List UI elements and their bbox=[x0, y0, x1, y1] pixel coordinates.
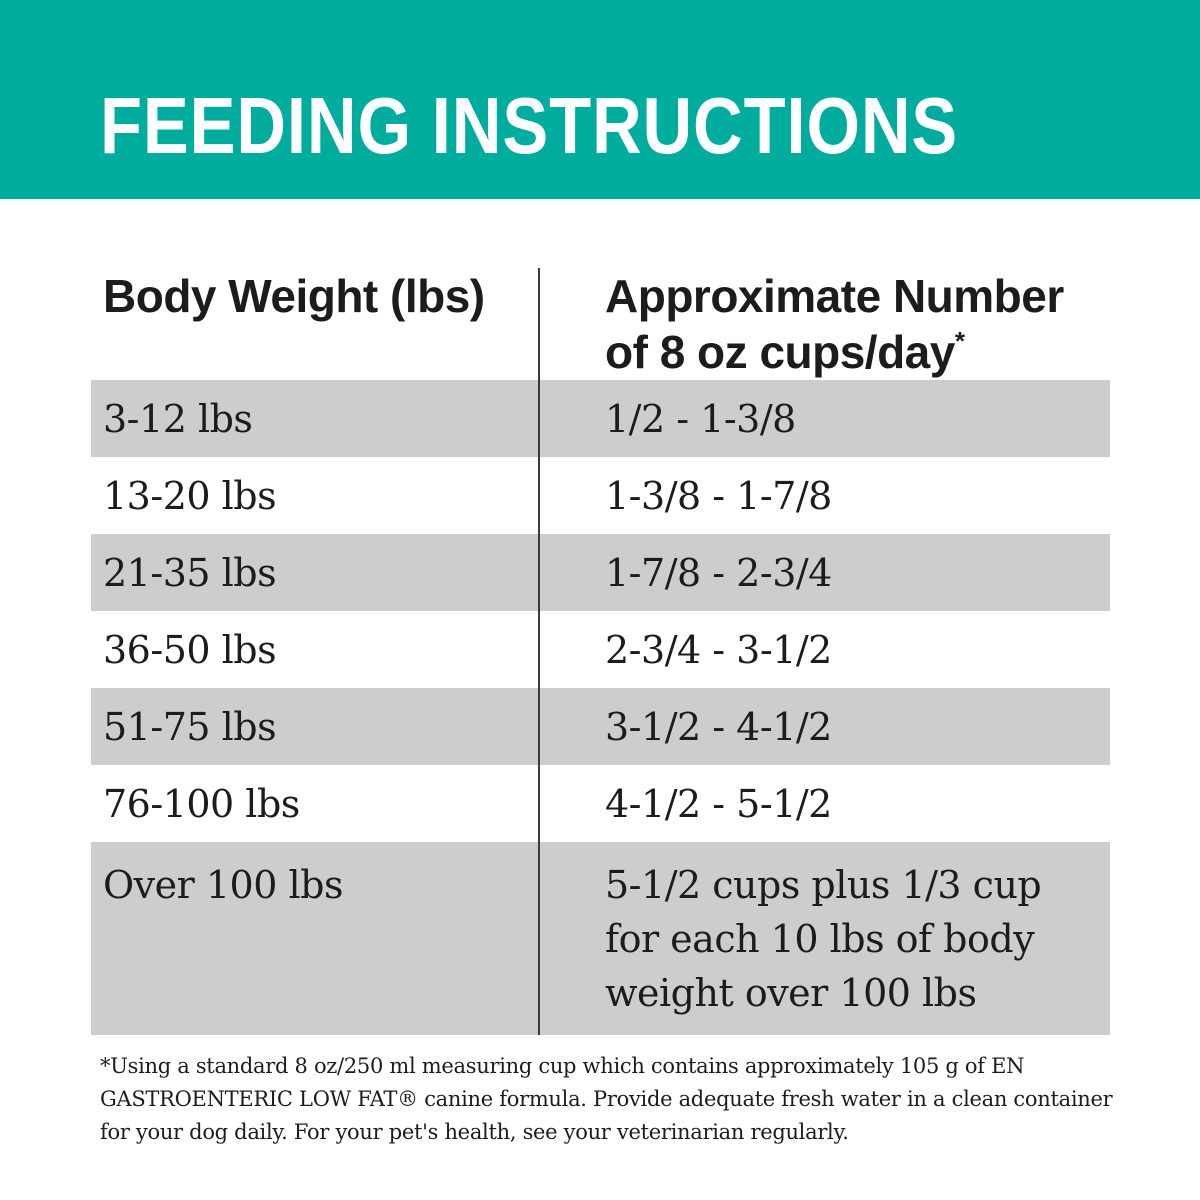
cups-per-day-cell: 1/2 - 1-3/8 bbox=[605, 396, 796, 441]
cups-per-day-cell: 5-1/2 cups plus 1/3 cup for each 10 lbs … bbox=[605, 863, 1042, 1015]
footnote-marker-asterisk: * bbox=[954, 326, 965, 356]
column-header-cups: Approximate Number of 8 oz cups/day* bbox=[538, 268, 1110, 380]
body-weight-cell: 76-100 lbs bbox=[103, 781, 300, 826]
column-header-cups-line1: Approximate Number bbox=[605, 270, 1064, 322]
table-row: 76-100 lbs 4-1/2 - 5-1/2 bbox=[91, 765, 1110, 842]
cups-per-day-cell: 3-1/2 - 4-1/2 bbox=[605, 704, 832, 749]
feeding-table: Body Weight (lbs) Approximate Number of … bbox=[91, 268, 1110, 1035]
body-weight-cell: Over 100 lbs bbox=[103, 863, 343, 907]
table-row: 36-50 lbs 2-3/4 - 3-1/2 bbox=[91, 611, 1110, 688]
table-row: 3-12 lbs 1/2 - 1-3/8 bbox=[91, 380, 1110, 457]
table-row: 51-75 lbs 3-1/2 - 4-1/2 bbox=[91, 688, 1110, 765]
table-row: Over 100 lbs 5-1/2 cups plus 1/3 cup for… bbox=[91, 842, 1110, 1035]
cups-per-day-cell: 4-1/2 - 5-1/2 bbox=[605, 781, 832, 826]
body-weight-cell: 13-20 lbs bbox=[103, 473, 277, 518]
cups-per-day-cell: 1-7/8 - 2-3/4 bbox=[605, 550, 832, 595]
header-band: FEEDING INSTRUCTIONS bbox=[0, 0, 1200, 199]
body-weight-cell: 51-75 lbs bbox=[103, 704, 277, 749]
column-header-cups-line2: of 8 oz cups/day bbox=[605, 326, 955, 378]
body-weight-cell: 36-50 lbs bbox=[103, 627, 277, 672]
body-weight-cell: 21-35 lbs bbox=[103, 550, 277, 595]
footnote-text: *Using a standard 8 oz/250 ml measuring … bbox=[100, 1054, 1113, 1144]
page-title: FEEDING INSTRUCTIONS bbox=[100, 81, 959, 170]
table-row: 13-20 lbs 1-3/8 - 1-7/8 bbox=[91, 457, 1110, 534]
body-weight-cell: 3-12 lbs bbox=[103, 396, 253, 441]
cups-per-day-cell: 2-3/4 - 3-1/2 bbox=[605, 627, 832, 672]
cups-per-day-cell: 1-3/8 - 1-7/8 bbox=[605, 473, 832, 518]
column-divider-line bbox=[538, 268, 540, 1035]
column-header-body-weight: Body Weight (lbs) bbox=[103, 270, 485, 322]
table-header-row: Body Weight (lbs) Approximate Number of … bbox=[91, 268, 1110, 380]
table-row: 21-35 lbs 1-7/8 - 2-3/4 bbox=[91, 534, 1110, 611]
